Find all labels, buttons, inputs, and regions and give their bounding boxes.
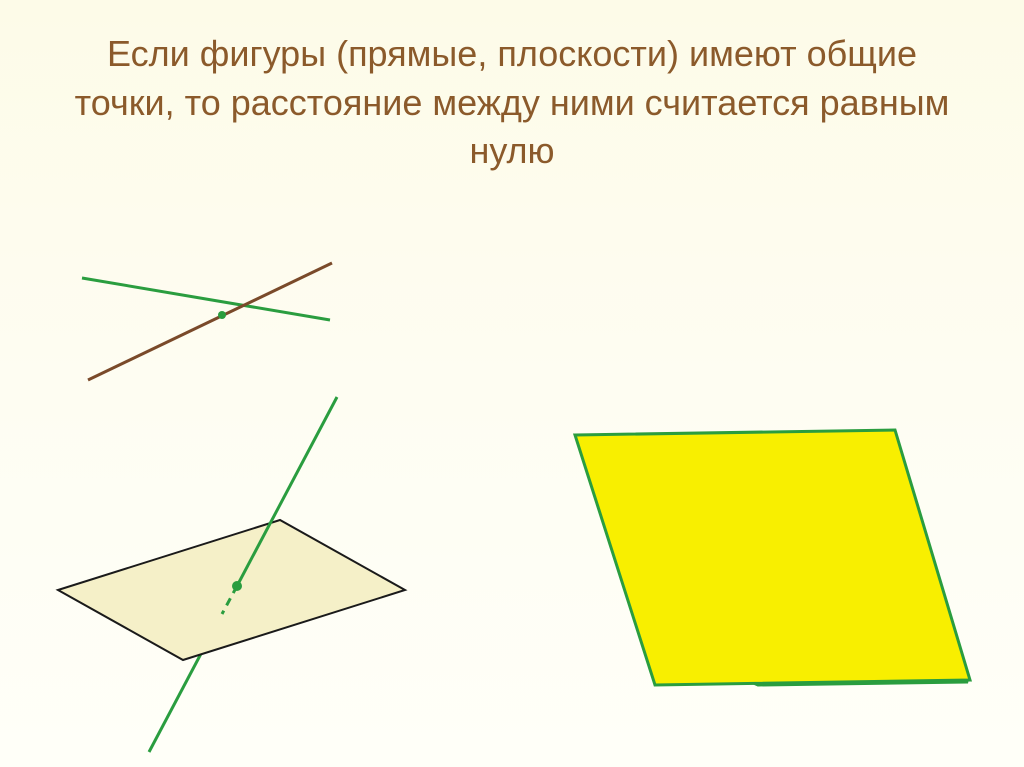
plane-front [575,430,970,685]
line-green-1 [82,278,330,320]
plane-small [58,520,405,660]
diagram-area [0,0,1024,767]
intersection-point-2 [232,581,242,591]
diagram-lines-intersect [82,263,332,380]
diagrams-svg [0,0,1024,767]
line-brown [88,263,332,380]
diagram-line-plane [58,397,405,752]
diagram-two-planes [575,430,970,685]
intersection-point-1 [218,311,226,319]
